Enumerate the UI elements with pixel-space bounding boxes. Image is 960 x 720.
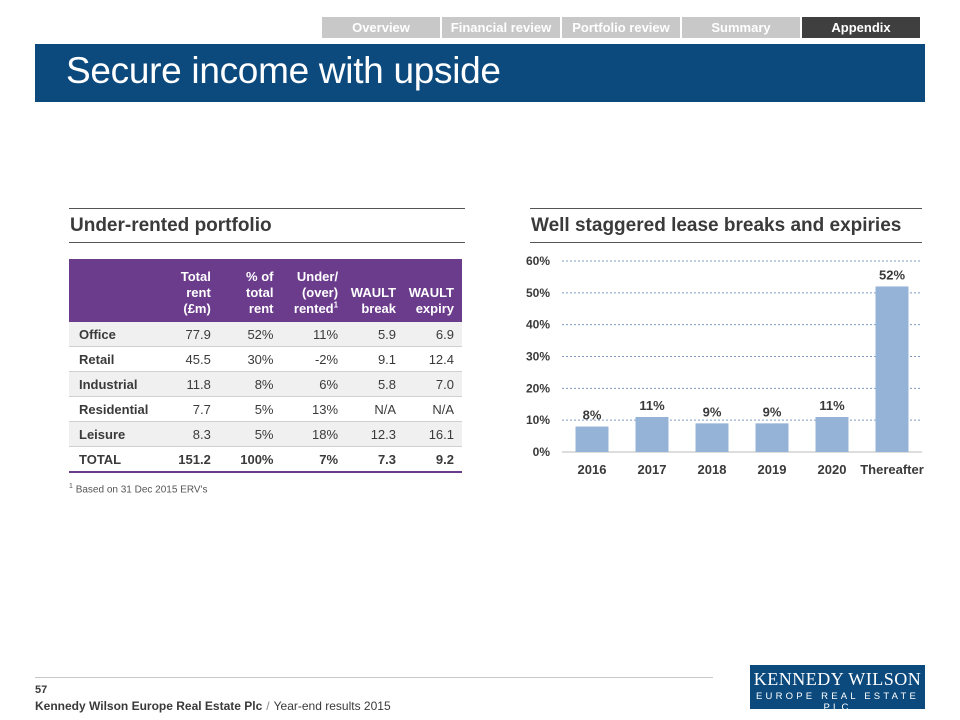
x-tick-label: Thereafter bbox=[860, 462, 924, 477]
y-tick-label: 20% bbox=[526, 381, 550, 395]
left-section-heading: Under-rented portfolio bbox=[69, 208, 465, 243]
company-logo: KENNEDY WILSON EUROPE REAL ESTATE PLC bbox=[750, 665, 925, 713]
header-blank bbox=[69, 259, 157, 322]
y-tick-label: 40% bbox=[526, 318, 550, 332]
nav-tab-overview[interactable]: Overview bbox=[322, 17, 440, 38]
bar bbox=[815, 416, 849, 452]
table-row: Office 77.9 52% 11% 5.9 6.9 bbox=[69, 322, 462, 347]
bar bbox=[635, 416, 669, 452]
title-band: Secure income with upside bbox=[35, 44, 925, 102]
bar-value-label: 11% bbox=[819, 398, 845, 413]
page-number: 57 bbox=[35, 684, 48, 696]
footer-document: Year-end results 2015 bbox=[273, 699, 391, 713]
header-wault-break: WAULT break bbox=[346, 259, 405, 322]
logo-line-1: KENNEDY WILSON bbox=[753, 669, 922, 689]
y-tick-label: 50% bbox=[526, 286, 550, 300]
right-section-heading: Well staggered lease breaks and expiries bbox=[530, 208, 922, 243]
x-tick-label: 2016 bbox=[578, 462, 607, 477]
footnote-text: Based on 31 Dec 2015 ERV's bbox=[75, 484, 208, 496]
rent-table: Total rent (£m) % of total rent Under/ (… bbox=[69, 259, 462, 473]
footer-company: Kennedy Wilson Europe Real Estate Plc bbox=[35, 699, 263, 713]
bar-value-label: 11% bbox=[639, 398, 665, 413]
table-row: Retail 45.5 30% -2% 9.1 12.4 bbox=[69, 346, 462, 372]
bar-value-label: 9% bbox=[763, 404, 782, 419]
y-tick-label: 10% bbox=[526, 413, 550, 427]
x-tick-label: 2018 bbox=[698, 462, 727, 477]
nav-tab-portfolio-review[interactable]: Portfolio review bbox=[562, 17, 680, 38]
table-row: Residential 7.7 5% 13% N/A N/A bbox=[69, 396, 462, 422]
logo-line-2: EUROPE REAL ESTATE PLC bbox=[755, 691, 919, 713]
bar-value-label: 8% bbox=[583, 408, 602, 423]
header-wault-expiry: WAULT expiry bbox=[404, 259, 462, 322]
nav-tab-financial-review[interactable]: Financial review bbox=[442, 17, 560, 38]
header-total-rent: Total rent (£m) bbox=[156, 259, 219, 322]
bar bbox=[575, 426, 609, 452]
bar bbox=[755, 423, 789, 452]
footer-separator: / bbox=[266, 699, 270, 713]
footnote-marker: 1 bbox=[69, 483, 73, 490]
bar-value-label: 9% bbox=[703, 404, 722, 419]
table-footnote: 1 Based on 31 Dec 2015 ERV's bbox=[69, 483, 208, 495]
x-tick-label: 2017 bbox=[638, 462, 667, 477]
left-heading-text: Under-rented portfolio bbox=[70, 215, 272, 236]
lease-expiry-chart: 0% 10% 20% 30% 40% 50% 60% 8% 2016 11% 2017 9% 2018 9… bbox=[526, 254, 924, 477]
nav-tab-summary[interactable]: Summary bbox=[682, 17, 800, 38]
bar bbox=[875, 286, 909, 452]
x-tick-label: 2019 bbox=[758, 462, 787, 477]
nav-tab-appendix[interactable]: Appendix bbox=[802, 17, 920, 38]
y-tick-label: 60% bbox=[526, 254, 550, 268]
y-tick-label: 30% bbox=[526, 350, 550, 364]
right-heading-text: Well staggered lease breaks and expiries bbox=[531, 215, 902, 236]
page-title: Secure income with upside bbox=[66, 50, 501, 91]
table-total-row: TOTAL 151.2 100% 7% 7.3 9.2 bbox=[69, 446, 462, 473]
table-header-row: Total rent (£m) % of total rent Under/ (… bbox=[69, 259, 462, 322]
table-row: Leisure 8.3 5% 18% 12.3 16.1 bbox=[69, 421, 462, 447]
footer-divider bbox=[35, 677, 713, 678]
bar-value-label: 52% bbox=[879, 267, 905, 282]
header-pct-total-rent: % of total rent bbox=[218, 259, 282, 322]
table-row: Industrial 11.8 8% 6% 5.8 7.0 bbox=[69, 371, 462, 397]
footer-text: Kennedy Wilson Europe Real Estate Plc / Ye… bbox=[35, 699, 391, 713]
header-footnote-marker: 1 bbox=[333, 300, 339, 310]
x-tick-label: 2020 bbox=[818, 462, 847, 477]
header-under-over-rented: Under/ (over) rented1 bbox=[281, 259, 347, 322]
y-tick-label: 0% bbox=[533, 445, 551, 459]
bar bbox=[695, 423, 729, 452]
section-nav: Overview Financial review Portfolio revi… bbox=[322, 17, 920, 38]
